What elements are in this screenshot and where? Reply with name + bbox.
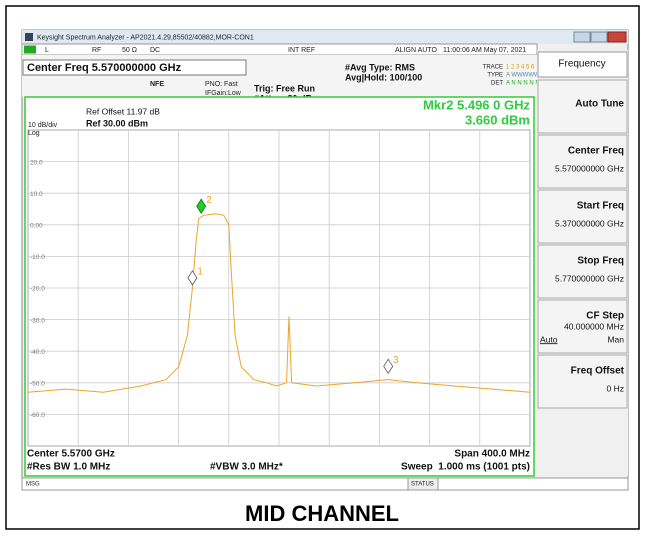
active-function[interactable] [22, 59, 247, 76]
input: L [45, 47, 49, 54]
status: STATUS [411, 482, 434, 488]
y-tick-label: -10.0 [30, 254, 45, 261]
plot-frame [24, 96, 535, 477]
menu-title: Frequency [558, 59, 605, 70]
y-tick-label: -50.0 [30, 381, 45, 388]
center-freq-header: Center Freq 5.570000000 GHz [27, 62, 182, 74]
softkey-value: 5.370000000 GHz [555, 218, 624, 228]
softkey-value: 40.000000 MHz [564, 321, 624, 331]
softkey-label: CF Step [586, 311, 624, 322]
rf: RF [92, 47, 101, 54]
type-label: TYPE [487, 73, 503, 79]
sweep-label: Sweep 1.000 ms (1001 pts) [401, 462, 530, 473]
message-bar [21, 477, 629, 491]
avg-hold: Avg|Hold: 100/100 [345, 72, 422, 82]
det-value: A N N N N N [506, 81, 540, 87]
nfe: NFE [150, 81, 164, 88]
y-tick-label: -30.0 [30, 317, 45, 324]
softkey[interactable] [537, 244, 628, 299]
status-box [407, 477, 439, 491]
trace [27, 213, 531, 393]
marker-level: 3.660 dBm [465, 112, 530, 127]
trig: Trig: Free Run [254, 83, 315, 93]
marker-label: 3 [393, 355, 399, 366]
type-value: A WWWWWW [506, 73, 546, 79]
y-tick-label: -20.0 [30, 286, 45, 293]
softkey-label: Start Freq [577, 201, 624, 212]
maximize-button[interactable] [590, 31, 608, 43]
softkey-option: Auto [540, 334, 558, 344]
softkey[interactable] [537, 189, 628, 244]
softkey-label: Stop Freq [577, 256, 624, 267]
avg-type: #Avg Type: RMS [345, 62, 415, 72]
marker [187, 270, 198, 286]
impedance: 50 Ω [122, 47, 137, 54]
y-tick-label: 10.0 [30, 191, 43, 198]
ref-source: INT REF [288, 47, 315, 54]
marker [196, 198, 207, 214]
marker-freq: Mkr2 5.496 0 GHz [423, 97, 530, 112]
softkey-label: Center Freq [568, 146, 624, 157]
ref-offset: Ref Offset 11.97 dB [86, 106, 160, 116]
caption: MID CHANNEL [245, 501, 399, 526]
window-title: Keysight Spectrum Analyzer - AP2021.4.29… [37, 34, 254, 41]
softkey[interactable] [537, 134, 628, 189]
align: ALIGN AUTO [395, 47, 437, 54]
det-label: DET [491, 81, 503, 87]
close-button[interactable] [607, 31, 627, 43]
lxi-indicator [24, 45, 36, 54]
msg: MSG [26, 482, 40, 488]
softkey-option: Man [607, 334, 624, 344]
softkey[interactable] [537, 299, 628, 354]
ref-level: Ref 30.00 dBm [86, 118, 148, 128]
softkey[interactable] [537, 354, 628, 409]
pno: PNO: Fast [205, 81, 238, 88]
y-tick-label: 0.00 [30, 223, 43, 230]
y-tick-label: -60.0 [30, 412, 45, 419]
softkey-label: Freq Offset [571, 366, 625, 377]
softkey[interactable] [537, 79, 628, 134]
trace-label: TRACE [483, 65, 503, 71]
minimize-button[interactable] [573, 31, 591, 43]
app-icon [25, 33, 33, 41]
coupling: DC [150, 47, 160, 54]
center-label: Center 5.5700 GHz [27, 449, 115, 460]
scale: 10 dB/div [28, 122, 58, 129]
menu-title-box [537, 51, 628, 78]
scale-type: Log [28, 130, 40, 137]
trace-area: 20.0 10.0 0.00 -10.0 -20.0 -30.0 -40.0 -50.0 -60… [27, 159, 531, 419]
y-tick-label: 20.0 [30, 159, 43, 166]
rbw-label: #Res BW 1.0 MHz [27, 462, 110, 473]
softkey-value: 0 Hz [607, 383, 624, 393]
marker [383, 358, 394, 375]
y-tick-label: -40.0 [30, 349, 45, 356]
span-label: Span 400.0 MHz [454, 449, 530, 460]
marker-label: 1 [197, 266, 203, 277]
datetime: 11:00:06 AM May 07, 2021 [443, 47, 526, 54]
ifgain: IFGain:Low [205, 90, 242, 97]
trace-numbers: 1 2 3 4 5 6 [506, 65, 535, 71]
softkey-value: 5.770000000 GHz [555, 273, 624, 283]
softkeys: Auto Tune Center Freq 5.570000000 GHz Start… [537, 79, 628, 409]
marker-label: 2 [206, 195, 212, 206]
softkey-label: Auto Tune [575, 99, 624, 110]
title-bar [22, 30, 628, 44]
vbw-label: #VBW 3.0 MHz* [210, 462, 283, 473]
softkey-value: 5.570000000 GHz [555, 163, 624, 173]
